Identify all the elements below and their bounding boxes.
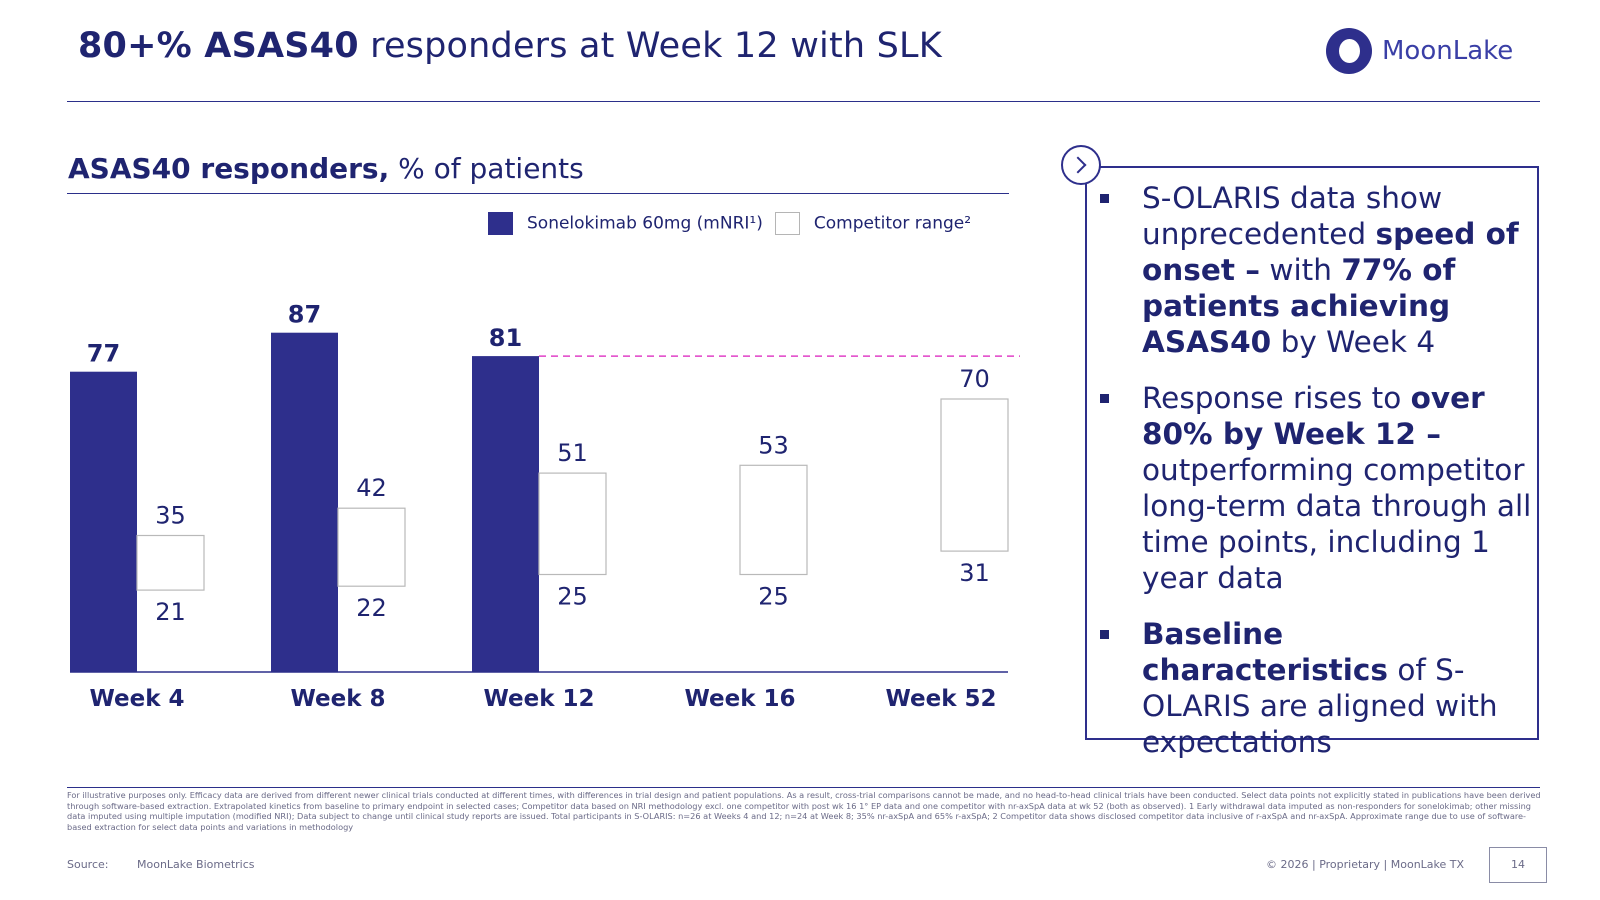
chart-title-bold: ASAS40 responders, — [68, 152, 390, 185]
range-low-label: 25 — [557, 583, 588, 611]
callout-text: S-OLARIS data show unprecedented — [1142, 181, 1443, 251]
range-low-label: 22 — [356, 594, 387, 622]
callout-bullet: Response rises to over 80% by Week 12 – … — [1098, 380, 1534, 596]
callout-list: S-OLARIS data show unprecedented speed o… — [1098, 180, 1534, 780]
footer-divider — [67, 787, 1540, 788]
range-high-label: 42 — [356, 474, 387, 502]
bar-sonelokimab — [271, 332, 338, 672]
bar-sonelokimab — [472, 356, 539, 672]
chart-title: ASAS40 responders, % of patients — [68, 152, 584, 185]
bar-sonelokimab — [70, 371, 137, 672]
callout-text: outperforming competitor long-term data … — [1142, 453, 1532, 595]
chevron-right-icon — [1061, 145, 1101, 185]
competitor-range-box — [538, 472, 607, 576]
range-high-label: 51 — [557, 439, 588, 467]
range-high-label: 70 — [959, 365, 990, 393]
callout-bullet: Baseline characteristics of S-OLARIS are… — [1098, 616, 1534, 760]
competitor-range-box — [337, 507, 406, 587]
logo-circle-icon — [1326, 28, 1372, 74]
bar-value-label: 87 — [288, 301, 321, 329]
source-value: MoonLake Biometrics — [137, 858, 255, 871]
callout-text: by Week 4 — [1271, 325, 1436, 359]
chart-title-divider — [67, 193, 1009, 194]
x-tick-label: Week 12 — [483, 686, 594, 712]
header-divider — [67, 101, 1540, 102]
range-low-label: 25 — [758, 583, 789, 611]
range-high-label: 35 — [155, 502, 186, 530]
page-title: 80+% ASAS40 responders at Week 12 with S… — [78, 26, 942, 66]
competitor-range-box — [739, 464, 808, 576]
range-low-label: 31 — [959, 559, 990, 587]
competitor-range-box — [940, 398, 1009, 552]
footnote: For illustrative purposes only. Efficacy… — [67, 790, 1541, 832]
bar-value-label: 81 — [489, 324, 522, 352]
range-high-label: 53 — [758, 431, 789, 459]
x-tick-label: Week 52 — [885, 686, 996, 712]
legend-swatch-sonelokimab — [488, 212, 513, 235]
company-logo: MoonLake — [1326, 28, 1526, 80]
callout-text-bold: Baseline characteristics — [1142, 617, 1388, 687]
callout-bullet: S-OLARIS data show unprecedented speed o… — [1098, 180, 1534, 360]
page-title-rest: responders at Week 12 with SLK — [358, 26, 942, 66]
legend-label-competitor: Competitor range² — [813, 213, 972, 234]
x-tick-label: Week 4 — [89, 686, 184, 712]
copyright-text: © 2026 | Proprietary | MoonLake TX — [1266, 858, 1465, 871]
bar-chart: 77 35 21 Week 4 87 42 22 Week 8 81 51 25 Week 12 53 2… — [70, 301, 1020, 712]
callout-text: with — [1259, 253, 1342, 287]
legend-swatch-competitor — [774, 212, 800, 235]
range-low-label: 21 — [155, 598, 186, 626]
page-title-bold: 80+% ASAS40 — [78, 26, 359, 66]
callout-text-bold: speed of onset – — [1142, 217, 1519, 287]
chart-legend: Sonelokimab 60mg (mNRI¹) Competitor range… — [488, 212, 971, 238]
bar-value-label: 77 — [87, 340, 120, 368]
chart-title-rest: % of patients — [389, 152, 584, 185]
x-tick-label: Week 8 — [290, 686, 385, 712]
callout-box — [1085, 166, 1539, 740]
logo-text: MoonLake — [1382, 36, 1514, 66]
callout-text: Response rises to — [1142, 381, 1411, 415]
legend-label-sonelokimab: Sonelokimab 60mg (mNRI¹) — [527, 213, 763, 234]
page-number: 14 — [1489, 847, 1547, 883]
x-tick-label: Week 16 — [684, 686, 795, 712]
callout-text: of S-OLARIS are aligned with expectation… — [1142, 653, 1498, 759]
source-label: Source: — [67, 858, 109, 871]
callout-text-bold: 77% of patients achieving ASAS40 — [1142, 253, 1456, 359]
competitor-range-box — [136, 534, 205, 591]
callout-text-bold: over 80% by Week 12 – — [1142, 381, 1485, 451]
